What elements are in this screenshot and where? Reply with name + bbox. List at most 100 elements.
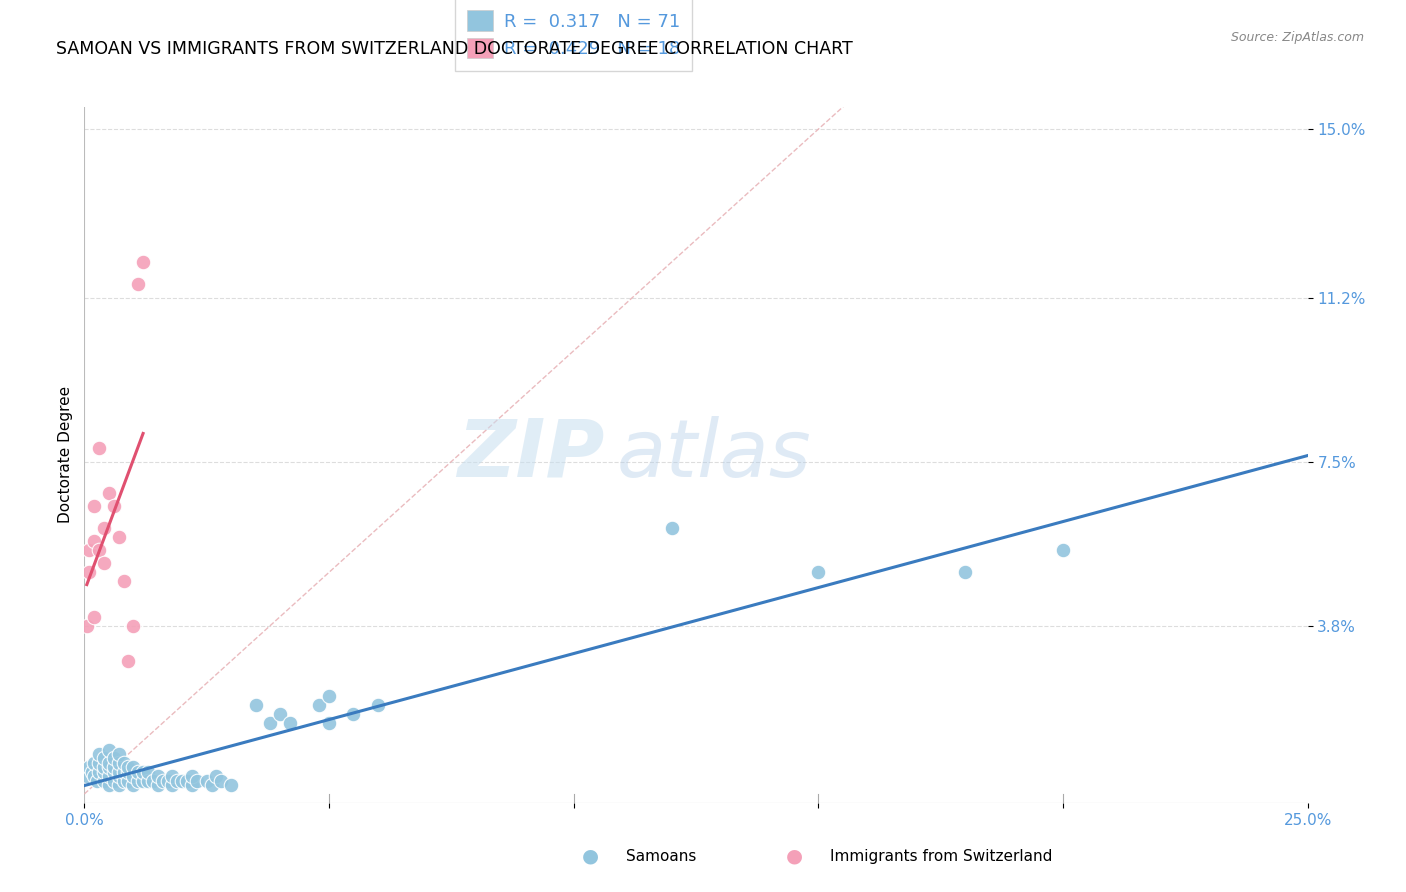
Point: [127, 773, 149, 788]
Point: [112, 773, 135, 788]
Text: SAMOAN VS IMMIGRANTS FROM SWITZERLAND DOCTORATE DEGREE CORRELATION CHART: SAMOAN VS IMMIGRANTS FROM SWITZERLAND DO…: [56, 40, 853, 58]
Point: [93, 557, 115, 571]
Point: [93, 764, 115, 779]
Point: [162, 769, 184, 783]
Point: [318, 716, 340, 731]
Point: [278, 716, 301, 731]
Point: [97, 778, 120, 792]
Point: [162, 778, 184, 792]
Text: ZIP: ZIP: [457, 416, 605, 494]
Point: [136, 773, 159, 788]
Point: [103, 499, 125, 513]
Point: [107, 747, 129, 761]
Point: [87, 756, 110, 770]
Point: [127, 277, 149, 292]
Point: [807, 566, 830, 580]
Point: [83, 769, 105, 783]
Point: [97, 485, 120, 500]
Point: [318, 690, 340, 704]
Point: [122, 778, 145, 792]
Text: atlas: atlas: [616, 416, 811, 494]
Legend: R =  0.317   N = 71, R =  0.429   N = 18: R = 0.317 N = 71, R = 0.429 N = 18: [454, 0, 693, 71]
Point: [661, 521, 683, 535]
Point: [112, 756, 135, 770]
Point: [181, 769, 204, 783]
Point: [86, 773, 108, 788]
Point: [259, 716, 281, 731]
Point: [107, 530, 129, 544]
Point: [132, 255, 155, 269]
Point: [181, 778, 204, 792]
Point: [83, 609, 105, 624]
Point: [308, 698, 330, 713]
Text: ●: ●: [786, 847, 803, 866]
Point: [156, 773, 179, 788]
Point: [87, 442, 110, 456]
Point: [103, 764, 125, 779]
Point: [166, 773, 188, 788]
Text: ●: ●: [582, 847, 599, 866]
Point: [142, 773, 165, 788]
Point: [107, 756, 129, 770]
Point: [342, 707, 364, 722]
Point: [103, 773, 125, 788]
Point: [112, 574, 135, 589]
Point: [76, 618, 98, 632]
Text: Samoans: Samoans: [626, 849, 696, 863]
Point: [97, 769, 120, 783]
Point: [245, 698, 267, 713]
Point: [97, 760, 120, 774]
Point: [200, 778, 222, 792]
Point: [97, 756, 120, 770]
Point: [117, 654, 139, 668]
Point: [87, 747, 110, 761]
Point: [83, 499, 105, 513]
Point: [80, 764, 103, 779]
Point: [93, 773, 115, 788]
Point: [122, 618, 145, 632]
Point: [152, 773, 174, 788]
Point: [146, 778, 169, 792]
Point: [77, 543, 100, 558]
Point: [209, 773, 232, 788]
Point: [107, 778, 129, 792]
Point: [176, 773, 198, 788]
Point: [132, 773, 155, 788]
Point: [136, 764, 159, 779]
Text: Source: ZipAtlas.com: Source: ZipAtlas.com: [1230, 31, 1364, 45]
Point: [87, 543, 110, 558]
Point: [117, 760, 139, 774]
Point: [132, 764, 155, 779]
Point: [219, 778, 242, 792]
Point: [117, 764, 139, 779]
Point: [122, 760, 145, 774]
Point: [367, 698, 389, 713]
Point: [186, 773, 208, 788]
Text: Immigrants from Switzerland: Immigrants from Switzerland: [830, 849, 1052, 863]
Y-axis label: Doctorate Degree: Doctorate Degree: [58, 386, 73, 524]
Point: [127, 764, 149, 779]
Point: [76, 769, 98, 783]
Point: [77, 566, 100, 580]
Point: [146, 769, 169, 783]
Point: [93, 521, 115, 535]
Point: [87, 764, 110, 779]
Point: [205, 769, 228, 783]
Point: [195, 773, 218, 788]
Point: [122, 769, 145, 783]
Point: [953, 566, 976, 580]
Point: [1052, 543, 1074, 558]
Point: [93, 760, 115, 774]
Point: [103, 760, 125, 774]
Point: [107, 764, 129, 779]
Point: [77, 760, 100, 774]
Point: [269, 707, 291, 722]
Point: [93, 751, 115, 765]
Point: [83, 534, 105, 549]
Point: [172, 773, 194, 788]
Point: [97, 742, 120, 756]
Point: [103, 751, 125, 765]
Point: [112, 764, 135, 779]
Point: [117, 773, 139, 788]
Point: [83, 756, 105, 770]
